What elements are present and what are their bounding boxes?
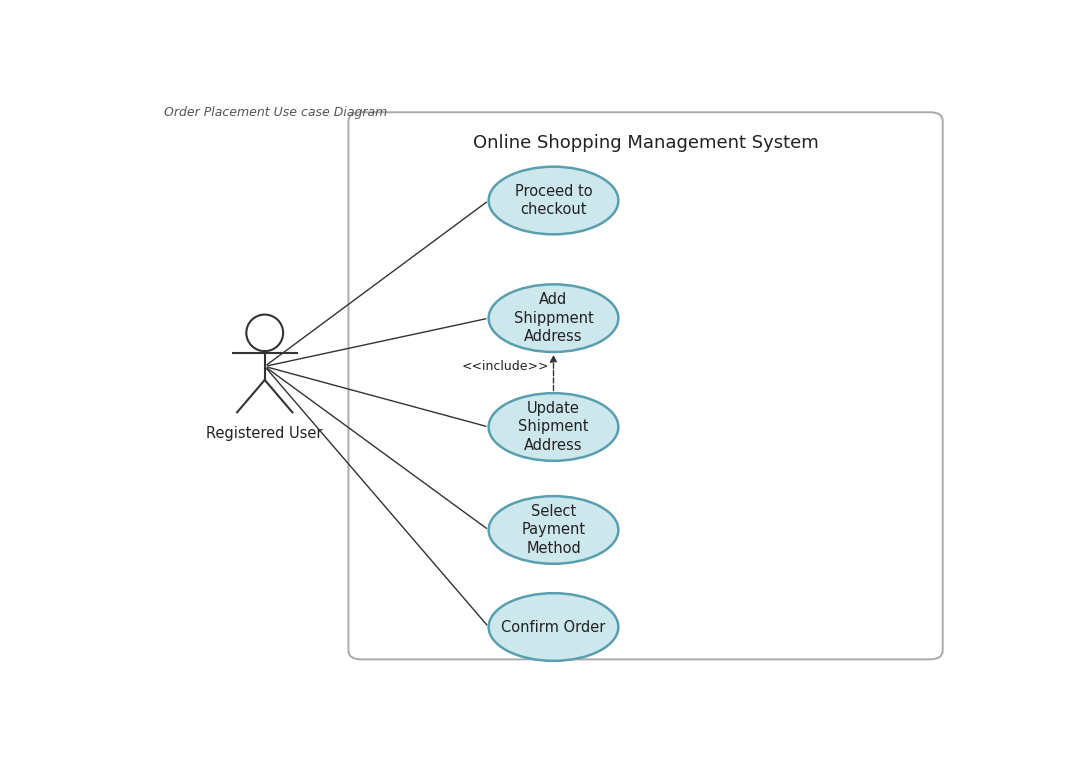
Text: Order Placement Use case Diagram: Order Placement Use case Diagram: [164, 106, 388, 119]
Text: Select
Payment
Method: Select Payment Method: [522, 503, 585, 556]
Text: Registered User: Registered User: [206, 426, 323, 441]
Ellipse shape: [488, 593, 619, 661]
Ellipse shape: [488, 496, 619, 564]
Text: Add
Shippment
Address: Add Shippment Address: [514, 292, 593, 345]
Ellipse shape: [488, 393, 619, 461]
FancyBboxPatch shape: [349, 112, 943, 659]
Text: Proceed to
checkout: Proceed to checkout: [515, 183, 592, 217]
Text: <<include>>: <<include>>: [462, 360, 550, 373]
Ellipse shape: [488, 167, 619, 235]
Text: Online Shopping Management System: Online Shopping Management System: [473, 134, 819, 152]
Text: Confirm Order: Confirm Order: [501, 620, 606, 635]
Ellipse shape: [488, 284, 619, 352]
Text: Update
Shipment
Address: Update Shipment Address: [518, 401, 589, 453]
